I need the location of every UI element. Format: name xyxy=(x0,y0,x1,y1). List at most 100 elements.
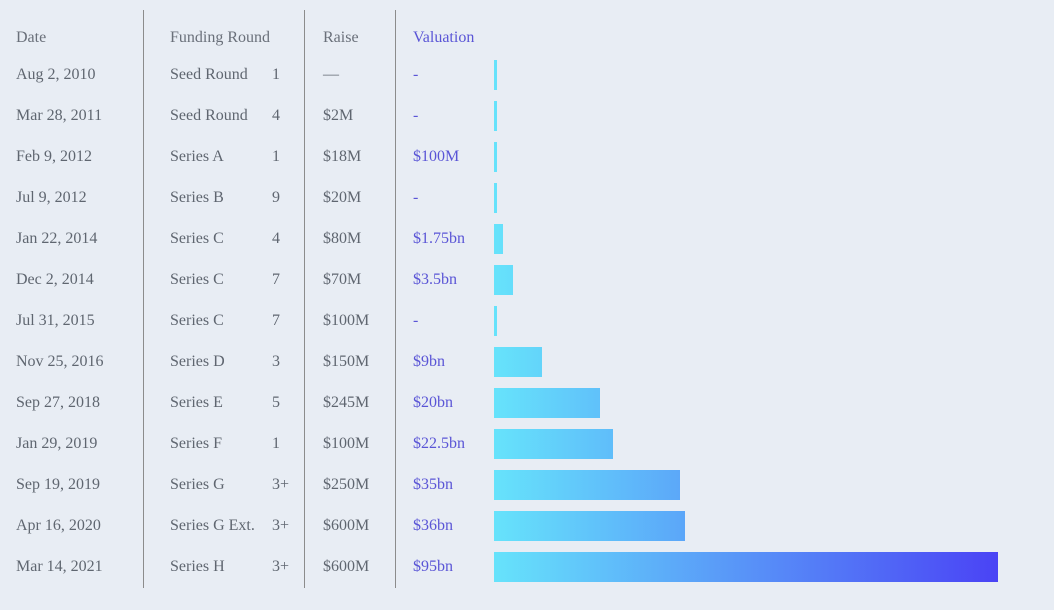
row-raise: $250M xyxy=(323,476,370,493)
valuation-bar xyxy=(494,101,497,131)
row-funding-round: Series H xyxy=(170,558,225,575)
table-row: Feb 9, 2012 Series A 1 $18M $100M xyxy=(0,140,1054,181)
valuation-bar xyxy=(494,347,542,377)
table-row: Jan 29, 2019 Series F 1 $100M $22.5bn xyxy=(0,427,1054,468)
valuation-bar xyxy=(494,552,998,582)
header-valuation: Valuation xyxy=(413,29,475,46)
row-round-count: 3+ xyxy=(272,558,290,575)
valuation-bar xyxy=(494,306,497,336)
row-round-count: 4 xyxy=(272,230,280,247)
valuation-bar xyxy=(494,265,513,295)
row-funding-round: Series F xyxy=(170,435,222,452)
row-date: Jan 29, 2019 xyxy=(16,435,98,452)
row-funding-round: Series C xyxy=(170,271,224,288)
header-date: Date xyxy=(16,29,47,46)
row-date: Sep 19, 2019 xyxy=(16,476,100,493)
table-row: Aug 2, 2010 Seed Round 1 — - xyxy=(0,58,1054,99)
table-row: Jul 9, 2012 Series B 9 $20M - xyxy=(0,181,1054,222)
row-round-count: 5 xyxy=(272,394,280,411)
row-valuation-label: $95bn xyxy=(413,558,453,575)
table-row: Sep 27, 2018 Series E 5 $245M $20bn xyxy=(0,386,1054,427)
row-raise: $245M xyxy=(323,394,370,411)
row-date: Mar 14, 2021 xyxy=(16,558,103,575)
row-valuation-label: $20bn xyxy=(413,394,453,411)
row-valuation-label: $3.5bn xyxy=(413,271,457,288)
row-raise: $150M xyxy=(323,353,370,370)
row-valuation-label: - xyxy=(413,66,419,83)
row-valuation-label: $22.5bn xyxy=(413,435,465,452)
valuation-bar xyxy=(494,224,503,254)
row-valuation-label: $100M xyxy=(413,148,460,165)
row-round-count: 3 xyxy=(272,353,280,370)
row-valuation-label: $35bn xyxy=(413,476,453,493)
row-funding-round: Series B xyxy=(170,189,224,206)
row-funding-round: Seed Round xyxy=(170,66,248,83)
row-round-count: 1 xyxy=(272,435,280,452)
row-raise: $80M xyxy=(323,230,362,247)
row-valuation-label: - xyxy=(413,107,419,124)
column-divider xyxy=(395,10,396,588)
table-row: Sep 19, 2019 Series G 3+ $250M $35bn xyxy=(0,468,1054,509)
row-funding-round: Series G Ext. xyxy=(170,517,255,534)
row-raise: $100M xyxy=(323,435,370,452)
row-valuation-label: - xyxy=(413,312,419,329)
row-round-count: 1 xyxy=(272,148,280,165)
row-funding-round: Series G xyxy=(170,476,225,493)
table-header: Date Funding Round Raise Valuation xyxy=(0,0,1054,58)
row-date: Dec 2, 2014 xyxy=(16,271,94,288)
row-raise: $70M xyxy=(323,271,362,288)
valuation-bar xyxy=(494,470,680,500)
table-row: Nov 25, 2016 Series D 3 $150M $9bn xyxy=(0,345,1054,386)
row-date: Nov 25, 2016 xyxy=(16,353,104,370)
valuation-bar xyxy=(494,60,497,90)
valuation-bar xyxy=(494,388,600,418)
row-round-count: 3+ xyxy=(272,476,290,493)
row-valuation-label: $36bn xyxy=(413,517,453,534)
row-funding-round: Seed Round xyxy=(170,107,248,124)
row-raise: — xyxy=(323,66,339,83)
row-date: Jul 9, 2012 xyxy=(16,189,87,206)
table-row: Jul 31, 2015 Series C 7 $100M - xyxy=(0,304,1054,345)
row-raise: $100M xyxy=(323,312,370,329)
table-row: Mar 28, 2011 Seed Round 4 $2M - xyxy=(0,99,1054,140)
row-date: Apr 16, 2020 xyxy=(16,517,101,534)
row-funding-round: Series D xyxy=(170,353,225,370)
row-round-count: 9 xyxy=(272,189,280,206)
row-funding-round: Series E xyxy=(170,394,223,411)
table-row: Jan 22, 2014 Series C 4 $80M $1.75bn xyxy=(0,222,1054,263)
row-date: Jan 22, 2014 xyxy=(16,230,98,247)
row-round-count: 4 xyxy=(272,107,280,124)
row-valuation-label: - xyxy=(413,189,419,206)
row-funding-round: Series A xyxy=(170,148,224,165)
row-date: Sep 27, 2018 xyxy=(16,394,100,411)
row-valuation-label: $1.75bn xyxy=(413,230,465,247)
row-funding-round: Series C xyxy=(170,230,224,247)
row-raise: $600M xyxy=(323,558,370,575)
header-raise: Raise xyxy=(323,29,359,46)
row-date: Jul 31, 2015 xyxy=(16,312,95,329)
table-row: Apr 16, 2020 Series G Ext. 3+ $600M $36bn xyxy=(0,509,1054,550)
row-round-count: 7 xyxy=(272,312,280,329)
row-date: Mar 28, 2011 xyxy=(16,107,103,124)
row-date: Aug 2, 2010 xyxy=(16,66,96,83)
valuation-bar xyxy=(494,429,613,459)
row-raise: $20M xyxy=(323,189,362,206)
valuation-bar xyxy=(494,183,497,213)
table-row: Dec 2, 2014 Series C 7 $70M $3.5bn xyxy=(0,263,1054,304)
row-date: Feb 9, 2012 xyxy=(16,148,92,165)
row-raise: $600M xyxy=(323,517,370,534)
row-round-count: 7 xyxy=(272,271,280,288)
row-raise: $18M xyxy=(323,148,362,165)
row-raise: $2M xyxy=(323,107,354,124)
table-row: Mar 14, 2021 Series H 3+ $600M $95bn xyxy=(0,550,1054,591)
valuation-bar xyxy=(494,142,497,172)
column-divider xyxy=(143,10,144,588)
row-valuation-label: $9bn xyxy=(413,353,445,370)
row-round-count: 3+ xyxy=(272,517,290,534)
row-funding-round: Series C xyxy=(170,312,224,329)
row-round-count: 1 xyxy=(272,66,280,83)
valuation-bar xyxy=(494,511,685,541)
column-divider xyxy=(304,10,305,588)
header-funding-round: Funding Round xyxy=(170,29,271,46)
